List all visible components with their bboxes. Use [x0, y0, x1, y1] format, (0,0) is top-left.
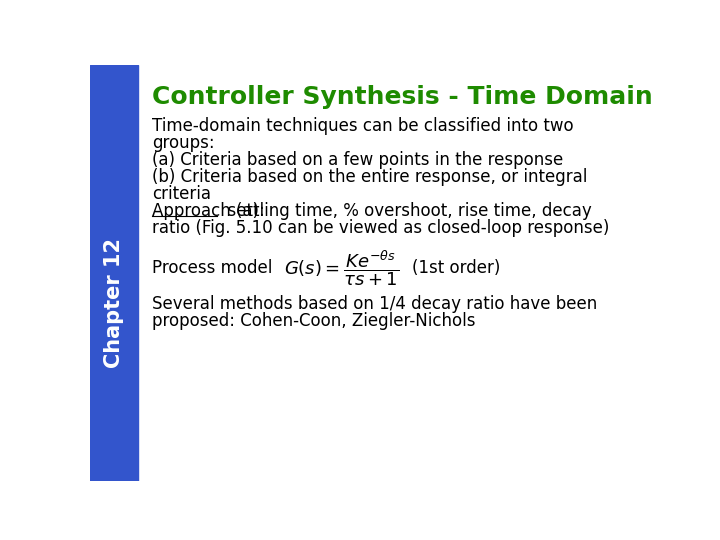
- Text: settling time, % overshoot, rise time, decay: settling time, % overshoot, rise time, d…: [217, 202, 593, 220]
- Text: $G(s)=\dfrac{Ke^{-\theta s}}{\tau s+1}$: $G(s)=\dfrac{Ke^{-\theta s}}{\tau s+1}$: [284, 248, 399, 288]
- Text: Time-domain techniques can be classified into two: Time-domain techniques can be classified…: [152, 117, 574, 136]
- Text: Chapter 12: Chapter 12: [104, 239, 124, 368]
- Bar: [90, 65, 138, 481]
- Text: (1st order): (1st order): [412, 259, 500, 277]
- Text: ratio (Fig. 5.10 can be viewed as closed-loop response): ratio (Fig. 5.10 can be viewed as closed…: [152, 219, 609, 237]
- Text: proposed: Cohen-Coon, Ziegler-Nichols: proposed: Cohen-Coon, Ziegler-Nichols: [152, 312, 475, 330]
- Text: criteria: criteria: [152, 185, 211, 203]
- Text: Approach (a):: Approach (a):: [152, 202, 265, 220]
- Text: Controller Synthesis - Time Domain: Controller Synthesis - Time Domain: [152, 85, 653, 109]
- Text: Several methods based on 1/4 decay ratio have been: Several methods based on 1/4 decay ratio…: [152, 295, 598, 313]
- Text: (b) Criteria based on the entire response, or integral: (b) Criteria based on the entire respons…: [152, 168, 588, 186]
- Text: (a) Criteria based on a few points in the response: (a) Criteria based on a few points in th…: [152, 151, 563, 169]
- Text: Process model: Process model: [152, 259, 272, 277]
- Text: groups:: groups:: [152, 134, 215, 152]
